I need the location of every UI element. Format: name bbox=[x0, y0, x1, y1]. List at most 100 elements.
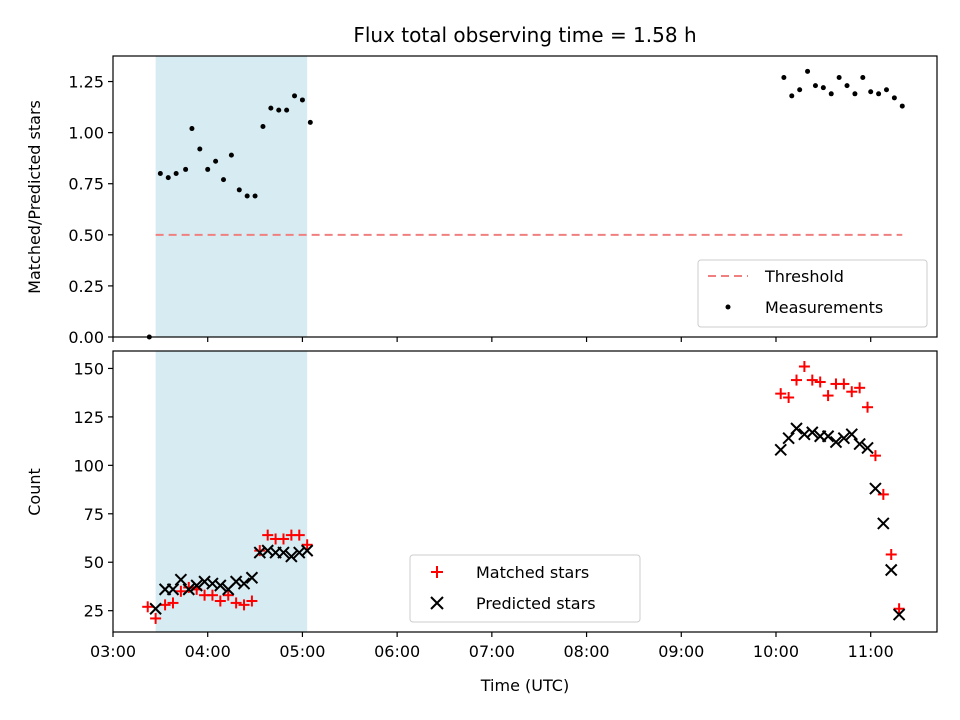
measurement-point bbox=[189, 126, 195, 132]
predicted-star-point bbox=[877, 517, 890, 530]
x-tick-label: 06:00 bbox=[374, 642, 420, 661]
predicted-star-point bbox=[782, 431, 795, 445]
predicted-star-point bbox=[892, 608, 906, 621]
measurement-point bbox=[260, 124, 266, 130]
measurement-point bbox=[844, 83, 850, 89]
measurement-point bbox=[236, 187, 242, 193]
y-tick-label: 100 bbox=[73, 456, 104, 475]
predicted-star-point bbox=[182, 583, 195, 596]
x-tick-label: 10:00 bbox=[753, 642, 799, 661]
count-y-axis-label: Count bbox=[25, 468, 44, 516]
predicted-star-point bbox=[790, 422, 803, 435]
count-legend-box bbox=[409, 554, 641, 623]
ratio-y-axis-label: Matched/Predicted stars bbox=[25, 100, 44, 294]
x-tick-label: 09:00 bbox=[658, 642, 704, 661]
x-tick-label: 11:00 bbox=[848, 642, 894, 661]
measurement-point bbox=[307, 119, 313, 125]
matched-star-point bbox=[846, 386, 858, 398]
measurement-point bbox=[197, 146, 203, 152]
measurement-point bbox=[860, 74, 866, 80]
measurement-point bbox=[789, 93, 795, 99]
measurement-point bbox=[213, 158, 219, 164]
predicted-star-point bbox=[837, 431, 851, 445]
predicted-star-point bbox=[853, 437, 866, 451]
legend-threshold-label: Threshold bbox=[764, 267, 844, 286]
measurement-point bbox=[876, 91, 882, 97]
measurement-point bbox=[828, 91, 834, 97]
matched-star-point bbox=[791, 374, 803, 386]
predicted-star-point bbox=[300, 544, 314, 557]
predicted-star-point bbox=[829, 435, 843, 449]
matched-star-point bbox=[783, 392, 795, 404]
measurement-point bbox=[244, 193, 250, 199]
observing-window-shade bbox=[155, 56, 308, 337]
matched-star-point bbox=[246, 595, 258, 607]
predicted-star-point bbox=[861, 441, 874, 455]
measurement-point bbox=[797, 87, 803, 93]
matched-star-point bbox=[301, 539, 313, 551]
matched-star-point bbox=[222, 589, 234, 601]
measurement-point bbox=[228, 152, 234, 158]
count-panel: 25 50 75 100 125 150 03:00 04:00 05:00 06:00 07:0… bbox=[25, 350, 938, 695]
y-tick-label: 25 bbox=[84, 602, 104, 621]
matched-star-point bbox=[262, 529, 274, 541]
y-tick-label: 150 bbox=[73, 359, 104, 378]
measurement-point bbox=[183, 166, 189, 172]
matched-star-point bbox=[862, 401, 874, 413]
matched-star-point bbox=[183, 581, 195, 593]
y-tick-label: 1.25 bbox=[68, 73, 104, 92]
predicted-star-point bbox=[285, 550, 298, 563]
legend-matched-swatch bbox=[431, 566, 443, 578]
measurement-point bbox=[205, 166, 211, 172]
measurement-point bbox=[852, 91, 858, 97]
ratio-legend: Threshold Measurements bbox=[697, 259, 928, 328]
predicted-star-point bbox=[237, 577, 251, 590]
predicted-star-point bbox=[190, 579, 203, 592]
measurement-point bbox=[781, 74, 787, 80]
y-tick-label: 125 bbox=[73, 408, 104, 427]
predicted-star-point bbox=[821, 430, 835, 443]
x-tick-label: 07:00 bbox=[469, 642, 515, 661]
matched-star-point bbox=[885, 548, 897, 560]
measurement-point bbox=[805, 68, 811, 74]
predicted-star-point bbox=[245, 571, 259, 584]
predicted-star-point bbox=[774, 443, 787, 457]
matched-star-point bbox=[822, 390, 834, 402]
measurement-point bbox=[836, 74, 842, 80]
measurement-point bbox=[292, 93, 298, 99]
x-tick-label: 04:00 bbox=[185, 642, 231, 661]
matched-star-point bbox=[175, 585, 187, 597]
predicted-star-point bbox=[149, 602, 162, 615]
y-tick-label: 50 bbox=[84, 553, 104, 572]
matched-star-point bbox=[159, 599, 171, 611]
predicted-star-point bbox=[885, 563, 898, 577]
measurement-point bbox=[812, 83, 818, 89]
matched-star-point bbox=[854, 382, 866, 394]
predicted-star-point bbox=[277, 546, 290, 559]
matched-star-point bbox=[893, 603, 905, 615]
ratio-panel: 0.00 0.25 0.50 0.75 1.00 1.25 Matched/Predict… bbox=[25, 55, 938, 347]
count-legend: Matched stars Predicted stars bbox=[409, 554, 641, 623]
x-tick-label: 03:00 bbox=[90, 642, 136, 661]
y-tick-label: 0.25 bbox=[68, 277, 104, 296]
measurement-point bbox=[891, 95, 897, 101]
measurement-point bbox=[268, 105, 274, 111]
x-tick-label: 05:00 bbox=[279, 642, 325, 661]
matched-star-point bbox=[293, 529, 305, 541]
measurement-point bbox=[883, 87, 889, 93]
chart-title: Flux total observing time = 1.58 h bbox=[353, 23, 696, 47]
measurement-point bbox=[299, 97, 305, 103]
ratio-legend-box bbox=[697, 259, 928, 328]
measurement-point bbox=[220, 177, 226, 183]
matched-star-point bbox=[775, 388, 787, 400]
matched-star-point bbox=[230, 597, 242, 609]
measurement-point bbox=[157, 171, 163, 177]
matched-star-point bbox=[277, 533, 289, 545]
matched-star-point bbox=[798, 361, 810, 373]
ratio-panel-frame bbox=[112, 55, 938, 338]
y-tick-label: 0.50 bbox=[68, 226, 104, 245]
legend-measurements-label: Measurements bbox=[765, 298, 883, 317]
y-tick-label: 0.00 bbox=[68, 328, 104, 347]
matched-star-point bbox=[167, 597, 179, 609]
